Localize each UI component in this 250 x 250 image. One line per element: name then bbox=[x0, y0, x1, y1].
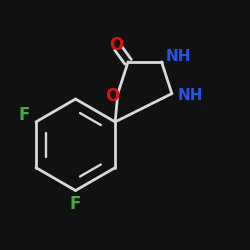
Text: F: F bbox=[70, 195, 81, 213]
Text: O: O bbox=[109, 36, 123, 54]
Text: F: F bbox=[18, 106, 30, 124]
Text: O: O bbox=[105, 86, 119, 104]
Text: NH: NH bbox=[165, 49, 191, 64]
Text: NH: NH bbox=[178, 88, 203, 103]
